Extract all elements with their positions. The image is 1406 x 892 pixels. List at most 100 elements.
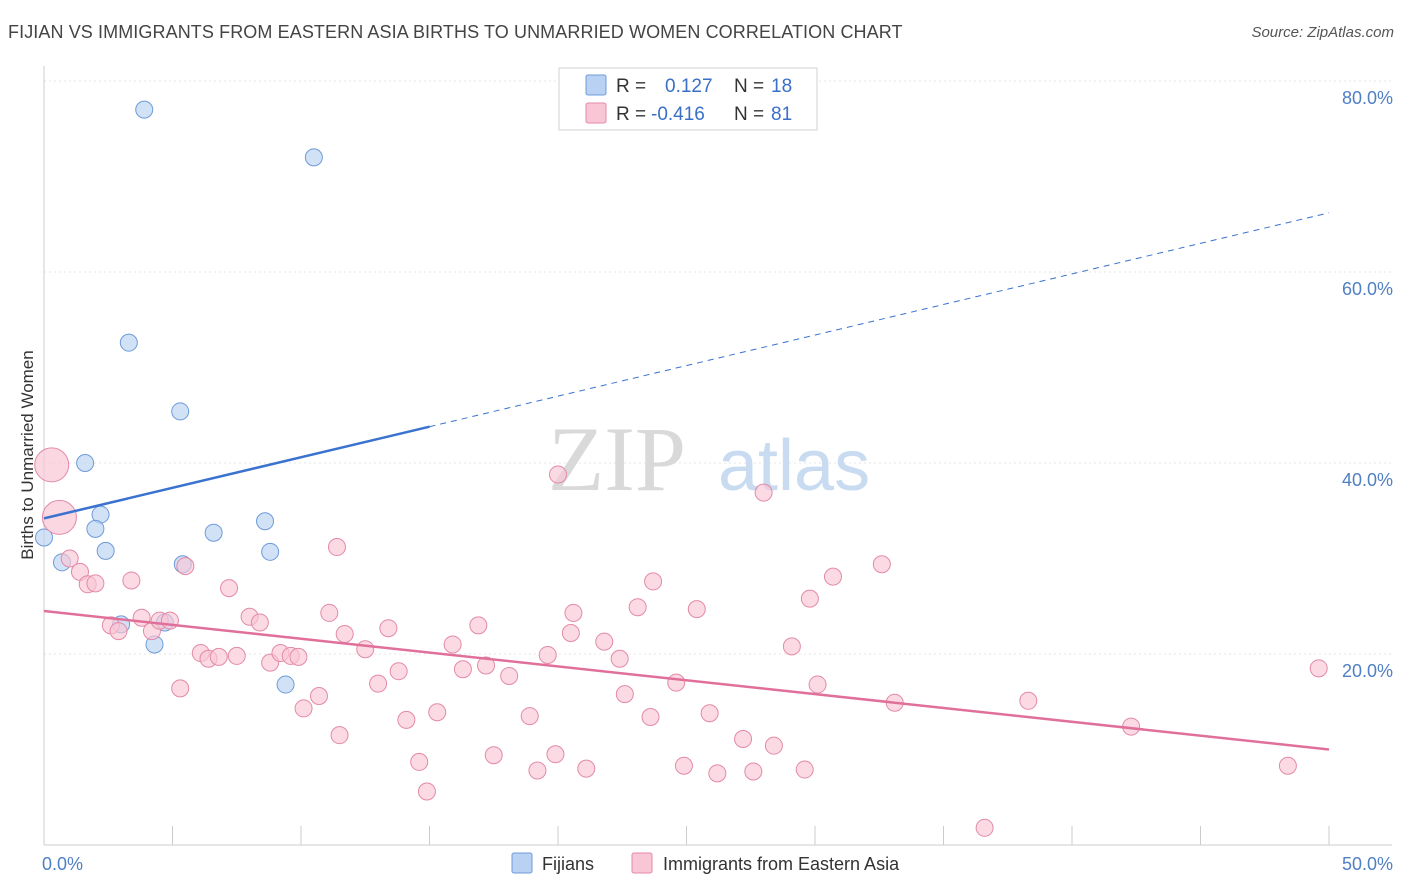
point-eastern-asia-49 — [546, 745, 565, 764]
point-eastern-asia-46 — [520, 707, 539, 726]
point-eastern-asia-47 — [528, 761, 547, 780]
y-tick-label-0: 80.0% — [1342, 88, 1393, 108]
point-eastern-asia-1 — [41, 499, 77, 535]
series-legend-label-eastern-asia: Immigrants from Eastern Asia — [663, 854, 900, 874]
point-eastern-asia-36 — [397, 710, 416, 729]
point-eastern-asia-50 — [549, 465, 567, 484]
point-eastern-asia-76 — [975, 818, 994, 837]
point-eastern-asia-62 — [687, 600, 706, 619]
legend-n-label-eastern-asia: N = — [734, 104, 764, 125]
point-eastern-asia-55 — [610, 649, 629, 668]
trend-line-extension-fijians — [429, 212, 1330, 428]
point-eastern-asia-51 — [561, 623, 580, 642]
point-fijians-13 — [261, 542, 280, 561]
point-eastern-asia-67 — [754, 483, 773, 502]
point-eastern-asia-72 — [800, 589, 819, 608]
point-eastern-asia-54 — [595, 632, 614, 651]
point-fijians-2 — [119, 333, 138, 352]
point-eastern-asia-57 — [628, 598, 647, 617]
watermark-zip: ZIP — [548, 408, 686, 510]
point-eastern-asia-45 — [500, 666, 519, 685]
legend-n-value-eastern-asia: 81 — [771, 104, 792, 125]
point-fijians-0 — [135, 100, 154, 119]
point-eastern-asia-56 — [615, 685, 634, 704]
legend-r-label-eastern-asia: R = — [616, 104, 646, 125]
point-eastern-asia-37 — [410, 752, 429, 771]
point-eastern-asia-25 — [289, 647, 308, 666]
point-fijians-4 — [76, 454, 95, 472]
legend-r-value-fijians: 0.127 — [665, 76, 713, 97]
zipatlas-watermark: ZIP atlas — [548, 408, 870, 510]
legend-r-label-fijians: R = — [616, 76, 646, 97]
point-eastern-asia-27 — [309, 687, 328, 706]
point-eastern-asia-73 — [823, 567, 842, 586]
trend-line-fijians — [43, 425, 430, 520]
point-eastern-asia-80 — [1309, 659, 1328, 678]
point-eastern-asia-63 — [700, 704, 719, 723]
point-eastern-asia-18 — [220, 579, 239, 598]
point-eastern-asia-68 — [764, 736, 783, 755]
legend-r-value-eastern-asia: -0.416 — [651, 104, 705, 125]
legend-n-label-fijians: N = — [734, 76, 764, 97]
point-eastern-asia-29 — [327, 538, 346, 557]
point-eastern-asia-14 — [171, 679, 190, 698]
point-eastern-asia-30 — [335, 624, 354, 643]
point-eastern-asia-31 — [330, 726, 349, 745]
point-eastern-asia-53 — [577, 759, 596, 778]
legend-swatch-eastern-asia — [585, 102, 607, 124]
series-legend-label-fijians: Fijians — [542, 854, 594, 874]
legend-n-value-fijians: 18 — [771, 76, 792, 97]
point-eastern-asia-74 — [872, 555, 891, 574]
point-eastern-asia-58 — [644, 572, 663, 591]
point-eastern-asia-79 — [1278, 756, 1297, 775]
point-eastern-asia-17 — [209, 647, 228, 666]
point-eastern-asia-35 — [389, 662, 408, 681]
point-eastern-asia-70 — [795, 760, 814, 779]
point-eastern-asia-64 — [708, 764, 727, 783]
series-legend: Fijians Immigrants from Eastern Asia — [511, 852, 900, 874]
y-tick-labels: 80.0% 60.0% 40.0% 20.0% — [1342, 88, 1393, 681]
point-eastern-asia-39 — [428, 703, 447, 722]
point-fijians-1 — [304, 148, 323, 167]
point-eastern-asia-21 — [250, 613, 269, 632]
point-eastern-asia-69 — [782, 637, 801, 656]
series-legend-swatch-fijians — [511, 852, 533, 874]
point-fijians-11 — [204, 523, 223, 542]
y-tick-label-2: 40.0% — [1342, 470, 1393, 490]
trend-line-eastern-asia — [43, 609, 1330, 751]
point-eastern-asia-42 — [469, 616, 488, 635]
point-eastern-asia-2 — [60, 549, 79, 568]
point-eastern-asia-28 — [320, 603, 339, 622]
chart-title: FIJIAN VS IMMIGRANTS FROM EASTERN ASIA B… — [8, 22, 903, 42]
point-eastern-asia-12 — [160, 611, 179, 630]
point-eastern-asia-0 — [34, 447, 70, 483]
point-eastern-asia-77 — [1019, 691, 1038, 710]
point-eastern-asia-40 — [443, 635, 462, 654]
correlation-legend: R = 0.127 N = 18 R = -0.416 N = 81 — [558, 67, 818, 131]
point-eastern-asia-8 — [122, 571, 141, 590]
x-tick-label-0: 0.0% — [42, 854, 83, 874]
point-eastern-asia-52 — [564, 603, 583, 622]
x-tick-label-1: 50.0% — [1342, 854, 1393, 874]
trend-lines — [43, 212, 1330, 751]
gridlines — [44, 80, 1392, 655]
x-tick-labels: 0.0% 50.0% — [42, 854, 1393, 874]
point-fijians-8 — [96, 541, 115, 560]
chart-source: Source: ZipAtlas.com — [1251, 24, 1394, 41]
point-eastern-asia-65 — [734, 729, 753, 748]
point-eastern-asia-34 — [379, 619, 398, 638]
point-eastern-asia-71 — [808, 675, 827, 694]
legend-swatch-fijians — [585, 74, 607, 96]
point-eastern-asia-59 — [641, 708, 660, 727]
y-axis-label: Births to Unmarried Women — [18, 350, 37, 559]
point-eastern-asia-60 — [667, 673, 686, 692]
point-eastern-asia-41 — [453, 660, 472, 679]
y-tick-label-3: 20.0% — [1342, 661, 1393, 681]
point-fijians-6 — [35, 528, 53, 547]
point-fijians-12 — [256, 512, 275, 531]
point-eastern-asia-32 — [356, 640, 375, 659]
point-fijians-3 — [171, 402, 190, 421]
point-eastern-asia-48 — [538, 645, 557, 664]
point-eastern-asia-43 — [477, 656, 496, 675]
